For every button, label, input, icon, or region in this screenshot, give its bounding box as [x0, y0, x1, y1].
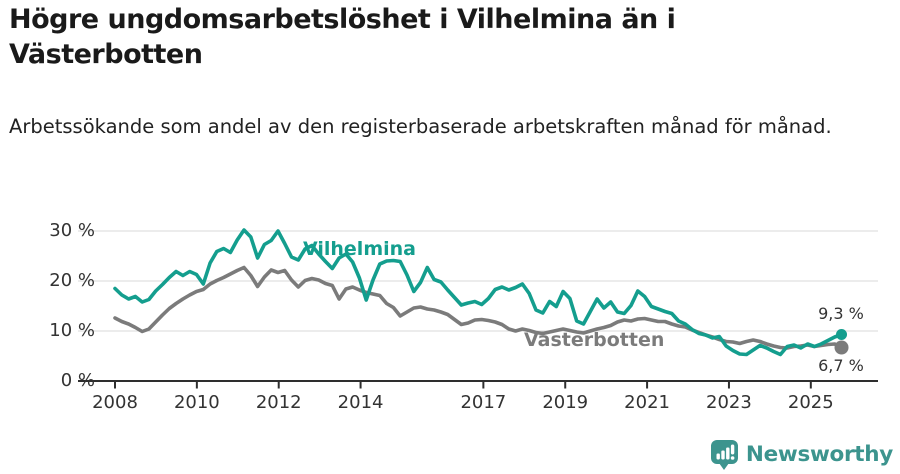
- end-value-label-vilhelmina: 9,3 %: [818, 304, 864, 323]
- brand-name: Newsworthy: [745, 442, 893, 467]
- chart-subtitle: Arbetssökande som andel av den registerb…: [9, 115, 832, 138]
- y-tick-label: 10 %: [49, 320, 95, 341]
- x-tick-label: 2021: [624, 392, 670, 413]
- end-value-label-vasterbotten: 6,7 %: [818, 356, 864, 375]
- x-tick-label: 2023: [706, 392, 752, 413]
- brand-footer: Newsworthy: [710, 439, 893, 470]
- vilhelmina-end-dot: [836, 329, 848, 340]
- x-tick-label: 2025: [787, 392, 834, 413]
- y-tick-label: 20 %: [49, 270, 95, 291]
- series-label-vilhelmina: Vilhelmina: [303, 238, 416, 260]
- vilhelmina-line: [113, 228, 844, 357]
- series-label-vasterbotten: Västerbotten: [524, 329, 665, 351]
- x-tick-label: 2017: [460, 392, 507, 413]
- y-tick-label: 30 %: [49, 220, 95, 241]
- x-tick-label: 2019: [542, 392, 589, 413]
- x-axis-ticks: [114, 381, 812, 389]
- chart-title: Högre ungdomsarbetslöshet i Vilhelmina ä…: [9, 4, 676, 70]
- y-tick-label: 0 %: [60, 370, 95, 391]
- x-tick-label: 2012: [255, 392, 302, 413]
- gridlines: [78, 230, 878, 332]
- vasterbotten-line: [113, 265, 844, 350]
- x-tick-label: 2010: [173, 392, 220, 413]
- x-tick-label: 2014: [337, 392, 384, 413]
- newsworthy-logo-icon: [710, 440, 738, 470]
- x-tick-label: 2008: [92, 392, 138, 413]
- vasterbotten-end-dot: [834, 340, 849, 355]
